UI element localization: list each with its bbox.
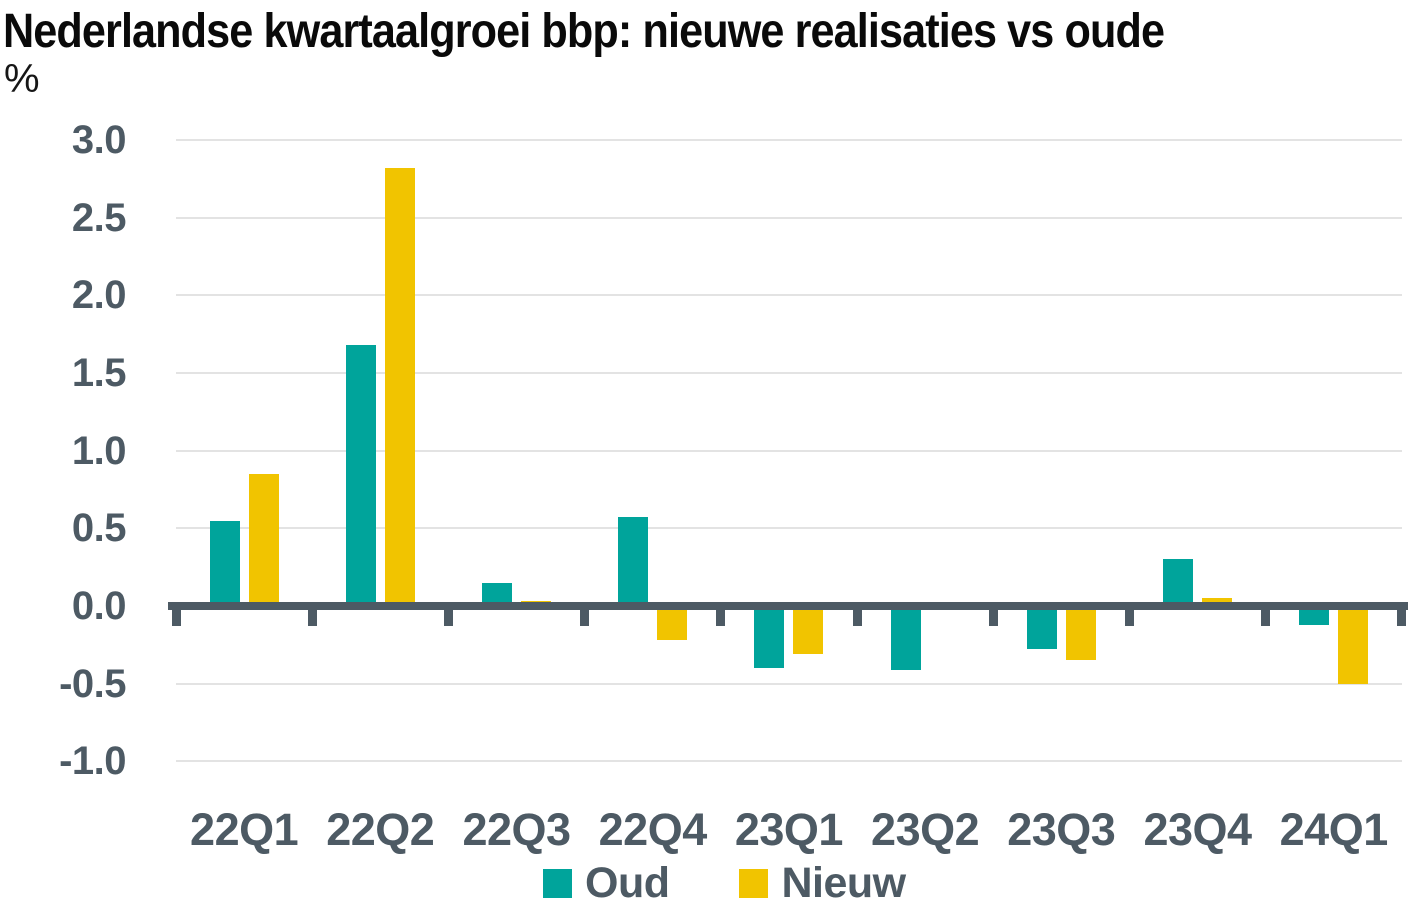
bar-nieuw-22q1 [248, 473, 279, 606]
y-axis-label: 2.5 [71, 195, 127, 240]
y-axis-label: 3.0 [71, 118, 127, 162]
gridline--1.0 [176, 760, 1402, 763]
gridline-1.0 [176, 449, 1402, 452]
y-axis-label: 0.5 [71, 506, 127, 551]
legend-swatch-oud [543, 868, 572, 898]
y-axis-label: -0.5 [59, 661, 126, 706]
x-axis-label-22q4: 22Q4 [598, 804, 708, 855]
bar-oud-22q4 [618, 517, 649, 606]
y-axis-label: 2.0 [71, 273, 127, 318]
bar-nieuw-24q1 [1338, 606, 1369, 684]
axis-tick [1397, 602, 1407, 626]
bar-nieuw-23q3 [1065, 606, 1096, 661]
bar-oud-22q3 [482, 582, 512, 606]
legend-label-nieuw: Nieuw [781, 859, 906, 907]
x-axis-label-22q2: 22Q2 [326, 804, 435, 855]
legend-item-nieuw: Nieuw [739, 859, 906, 907]
legend-swatch-nieuw [739, 868, 769, 898]
y-axis-label: 1.0 [71, 428, 127, 473]
y-axis-label: -1.0 [59, 739, 126, 784]
gridline-1.5 [176, 372, 1402, 374]
legend: Oud Nieuw [543, 859, 906, 907]
axis-tick [1124, 602, 1134, 626]
legend-label-oud: Oud [585, 859, 670, 907]
x-axis-label-23q4: 23Q4 [1143, 804, 1252, 855]
x-axis-label-23q2: 23Q2 [871, 804, 980, 855]
bar-oud-24q1 [1299, 606, 1330, 625]
axis-tick [171, 602, 181, 626]
gridline-3.0 [176, 139, 1402, 141]
x-axis-label-23q3: 23Q3 [1007, 804, 1116, 855]
gridline-0.5 [176, 527, 1402, 530]
bar-nieuw-22q4 [657, 606, 688, 641]
bar-oud-23q4 [1163, 559, 1193, 606]
x-axis-label-22q3: 22Q3 [462, 804, 571, 855]
axis-tick [307, 602, 317, 626]
axis-tick [580, 602, 590, 626]
y-axis-label: 1.5 [71, 351, 127, 395]
gridline--0.5 [176, 682, 1402, 685]
y-axis-label: 0.0 [71, 584, 127, 628]
bar-nieuw-23q1 [793, 606, 824, 655]
bar-oud-22q1 [209, 520, 240, 606]
bar-oud-23q2 [890, 606, 921, 670]
x-axis-label-23q1: 23Q1 [734, 804, 844, 855]
gridline-2.0 [176, 294, 1402, 297]
axis-tick [716, 602, 726, 626]
legend-item-oud: Oud [543, 859, 670, 907]
x-axis-label-24q1: 24Q1 [1279, 804, 1389, 855]
axis-tick [988, 602, 998, 626]
bar-nieuw-22q2 [384, 167, 415, 606]
axis-tick [1261, 602, 1271, 626]
x-axis-label-22q1: 22Q1 [190, 804, 299, 855]
x-axis-line [168, 602, 1408, 610]
chart-title: Nederlandse kwartaalgroei bbp: nieuwe re… [3, 5, 1165, 58]
bar-oud-23q1 [754, 606, 785, 669]
axis-tick [852, 602, 862, 626]
gridline-2.5 [176, 216, 1402, 219]
y-axis-unit-label: % [4, 57, 40, 101]
bar-oud-23q3 [1026, 606, 1057, 650]
bar-oud-22q2 [345, 345, 376, 606]
axis-tick [443, 602, 453, 626]
